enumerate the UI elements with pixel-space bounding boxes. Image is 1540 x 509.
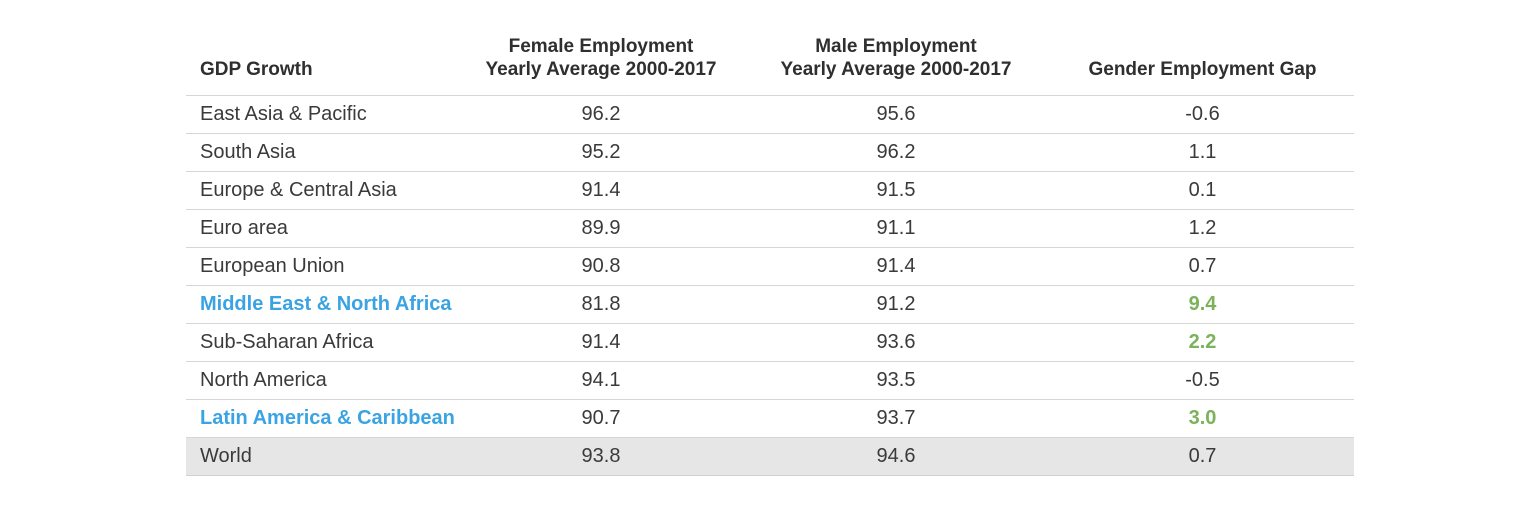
table-row: North America 94.1 93.5 -0.5 bbox=[186, 362, 1354, 400]
male-cell: 95.6 bbox=[876, 103, 916, 125]
region-cell: World bbox=[200, 445, 252, 467]
gap-cell: 0.7 bbox=[1188, 445, 1217, 467]
male-cell: 93.5 bbox=[876, 369, 916, 391]
region-cell: Sub-Saharan Africa bbox=[200, 331, 374, 353]
female-cell: 81.8 bbox=[581, 293, 621, 315]
male-cell: 94.6 bbox=[876, 445, 916, 467]
gap-cell-highlighted: 2.2 bbox=[1188, 331, 1217, 353]
gap-cell-highlighted: 3.0 bbox=[1188, 407, 1217, 429]
table-header: GDP Growth Female Employment Yearly Aver… bbox=[186, 30, 1354, 96]
region-cell: East Asia & Pacific bbox=[200, 103, 367, 125]
male-cell: 96.2 bbox=[876, 141, 916, 163]
female-cell: 91.4 bbox=[581, 179, 621, 201]
female-cell: 93.8 bbox=[581, 445, 621, 467]
male-cell: 91.5 bbox=[876, 179, 916, 201]
table-row: European Union 90.8 91.4 0.7 bbox=[186, 248, 1354, 286]
female-cell: 90.7 bbox=[581, 407, 621, 429]
table-row: East Asia & Pacific 96.2 95.6 -0.6 bbox=[186, 96, 1354, 134]
region-cell: North America bbox=[200, 369, 327, 391]
female-cell: 91.4 bbox=[581, 331, 621, 353]
gap-cell: -0.6 bbox=[1185, 103, 1220, 125]
gap-cell: 1.2 bbox=[1188, 217, 1217, 239]
male-cell: 93.7 bbox=[876, 407, 916, 429]
table-row: South Asia 95.2 96.2 1.1 bbox=[186, 134, 1354, 172]
region-cell-highlighted: Middle East & North Africa bbox=[200, 293, 452, 315]
header-gdp-growth: GDP Growth bbox=[200, 59, 313, 80]
employment-table: GDP Growth Female Employment Yearly Aver… bbox=[186, 30, 1354, 476]
header-male-employment: Male Employment Yearly Average 2000-2017 bbox=[780, 36, 1012, 80]
table-row: Europe & Central Asia 91.4 91.5 0.1 bbox=[186, 172, 1354, 210]
table-row-world-total: World 93.8 94.6 0.7 bbox=[186, 438, 1354, 476]
table-row: Latin America & Caribbean 90.7 93.7 3.0 bbox=[186, 400, 1354, 438]
header-gender-gap: Gender Employment Gap bbox=[1088, 59, 1317, 80]
table-row: Sub-Saharan Africa 91.4 93.6 2.2 bbox=[186, 324, 1354, 362]
female-cell: 90.8 bbox=[581, 255, 621, 277]
male-cell: 91.1 bbox=[876, 217, 916, 239]
region-cell: Europe & Central Asia bbox=[200, 179, 397, 201]
gap-cell: 0.7 bbox=[1188, 255, 1217, 277]
female-cell: 94.1 bbox=[581, 369, 621, 391]
region-cell: European Union bbox=[200, 255, 345, 277]
table-row: Euro area 89.9 91.1 1.2 bbox=[186, 210, 1354, 248]
male-cell: 91.2 bbox=[876, 293, 916, 315]
gap-cell: 1.1 bbox=[1188, 141, 1217, 163]
female-cell: 96.2 bbox=[581, 103, 621, 125]
female-cell: 89.9 bbox=[581, 217, 621, 239]
gap-cell: -0.5 bbox=[1185, 369, 1220, 391]
region-cell: South Asia bbox=[200, 141, 296, 163]
male-cell: 91.4 bbox=[876, 255, 916, 277]
female-cell: 95.2 bbox=[581, 141, 621, 163]
region-cell-highlighted: Latin America & Caribbean bbox=[200, 407, 455, 429]
male-cell: 93.6 bbox=[876, 331, 916, 353]
region-cell: Euro area bbox=[200, 217, 288, 239]
table-row: Middle East & North Africa 81.8 91.2 9.4 bbox=[186, 286, 1354, 324]
header-female-employment: Female Employment Yearly Average 2000-20… bbox=[485, 36, 717, 80]
gap-cell: 0.1 bbox=[1188, 179, 1217, 201]
gap-cell-highlighted: 9.4 bbox=[1188, 293, 1217, 315]
